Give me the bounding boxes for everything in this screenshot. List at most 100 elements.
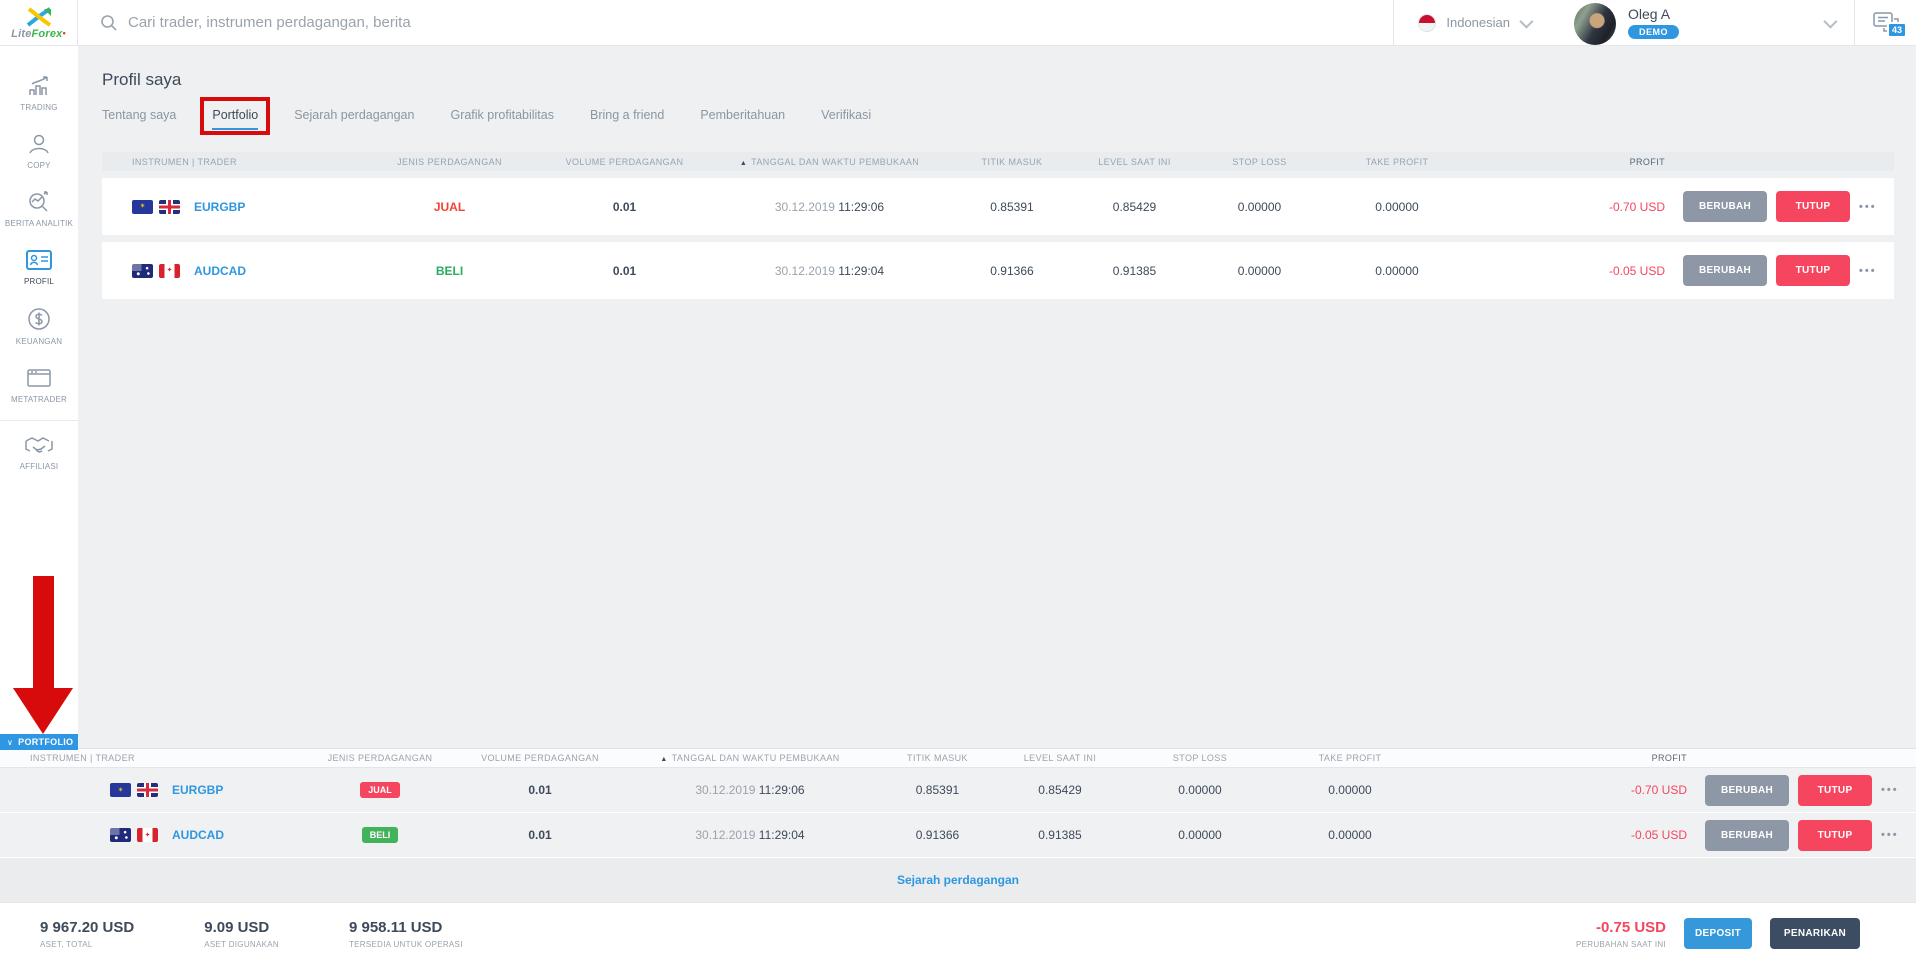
sidebar-item-label: TRADING [20, 103, 58, 112]
more-options-icon[interactable]: ••• [1881, 784, 1899, 796]
sidebar-item-profil[interactable]: PROFIL [0, 238, 78, 296]
edit-button[interactable]: BERUBAH [1705, 819, 1789, 851]
language-selector[interactable]: Indonesian [1393, 0, 1554, 45]
sidebar-item-label: KEUANGAN [15, 337, 63, 346]
take-profit-value: 0.00000 [1328, 783, 1372, 797]
current-price: 0.85429 [1112, 199, 1157, 214]
avatar [1574, 2, 1616, 45]
user-menu[interactable]: Oleg A DEMO [1554, 0, 1854, 45]
au-flag-icon [132, 263, 153, 278]
entry-price: 0.85391 [915, 783, 960, 797]
col-entry: TITIK MASUK [981, 156, 1043, 167]
topbar: LiteForex• Indonesian Oleg A DEMO [0, 0, 1916, 46]
profit-value: -0.05 USD [1608, 263, 1665, 278]
sidebar-item-label: COPY [27, 161, 51, 170]
liteforex-logo[interactable]: LiteForex• [0, 0, 78, 45]
portfolio-dock-toggle[interactable]: ∨ PORTFOLIO [0, 734, 78, 750]
tab-grafik-profitabilitas[interactable]: Grafik profitabilitas [450, 108, 554, 122]
trade-type: BELI [435, 263, 464, 278]
more-options-icon[interactable]: ••• [1859, 264, 1877, 277]
edit-button[interactable]: BERUBAH [1683, 255, 1767, 286]
close-button[interactable]: TUTUP [1776, 191, 1850, 222]
sidebar-item-trading[interactable]: TRADING [0, 64, 78, 122]
instrument-link[interactable]: AUDCAD [172, 828, 224, 842]
global-search [78, 0, 1393, 45]
notification-count-badge: 43 [1886, 22, 1907, 38]
gb-flag-icon [159, 199, 180, 214]
account-summary-bar: 9 967.20 USD ASET, TOTAL 9.09 USD ASET D… [0, 902, 1916, 964]
entry-price: 0.91366 [990, 263, 1034, 278]
tab-bring-a-friend[interactable]: Bring a friend [589, 108, 665, 122]
tab-sejarah-perdagangan[interactable]: Sejarah perdagangan [294, 108, 415, 122]
col-profit: PROFIT [1651, 753, 1687, 763]
table-header-row: INSTRUMEN | TRADER JENIS PERDAGANGAN VOL… [0, 749, 1916, 768]
trade-volume: 0.01 [612, 263, 637, 278]
edit-button[interactable]: BERUBAH [1705, 774, 1789, 806]
close-button[interactable]: TUTUP [1798, 774, 1872, 806]
col-entry: TITIK MASUK [907, 753, 968, 763]
table-row: ✶ EURGBP JUAL 0.01 30.12.2019 11:29:06 0… [0, 768, 1916, 813]
news-analytics-icon [29, 191, 48, 212]
logo-icon [26, 6, 51, 27]
more-options-icon[interactable]: ••• [1881, 829, 1899, 841]
instrument-link[interactable]: AUDCAD [194, 263, 246, 278]
close-button[interactable]: TUTUP [1776, 255, 1850, 286]
portfolio-dock-label: PORTFOLIO [18, 737, 74, 747]
col-stop-loss: STOP LOSS [1172, 753, 1228, 763]
dollar-icon [28, 308, 50, 330]
indonesia-flag-icon [1418, 13, 1437, 32]
profit-value: -0.70 USD [1608, 199, 1665, 214]
col-instrument: INSTRUMEN | TRADER [30, 753, 135, 763]
entry-price: 0.91366 [915, 828, 960, 842]
col-open-sorted[interactable]: ▲ TANGGAL DAN WAKTU PEMBUKAAN [739, 156, 920, 167]
trade-history-link[interactable]: Sejarah perdagangan [896, 873, 1020, 887]
sidebar-item-keuangan[interactable]: KEUANGAN [0, 296, 78, 356]
ca-flag-icon: ✦ [159, 263, 180, 278]
table-row: ✦ AUDCAD BELI 0.01 30.12.2019 11:29:04 0… [102, 242, 1894, 299]
sidebar-item-label: METATRADER [11, 395, 67, 404]
instrument-link[interactable]: EURGBP [194, 199, 246, 214]
sidebar-item-affiliasi[interactable]: AFFILIASI [0, 420, 78, 481]
tab-portfolio[interactable]: Portfolio [200, 97, 271, 135]
close-button[interactable]: TUTUP [1798, 819, 1872, 851]
stop-loss-value: 0.00000 [1178, 828, 1222, 842]
sidebar-item-copy[interactable]: COPY [0, 122, 78, 180]
col-stop-loss: STOP LOSS [1232, 156, 1287, 167]
notifications-button[interactable]: 43 [1854, 0, 1916, 45]
trade-volume: 0.01 [612, 199, 637, 214]
tab-pemberitahuan[interactable]: Pemberitahuan [700, 108, 786, 122]
sidebar-item-berita-analitik[interactable]: BERITA ANALITIK [0, 180, 78, 238]
user-name: Oleg A [1628, 6, 1671, 22]
trade-type-badge: BELI [361, 827, 399, 843]
table-header-row: INSTRUMEN | TRADER JENIS PERDAGANGAN VOL… [102, 152, 1894, 171]
portfolio-dock-panel: INSTRUMEN | TRADER JENIS PERDAGANGAN VOL… [0, 749, 1916, 902]
col-instrument: INSTRUMEN | TRADER [132, 156, 237, 167]
stop-loss-value: 0.00000 [1178, 783, 1222, 797]
trade-volume: 0.01 [528, 828, 552, 842]
ca-flag-icon: ✦ [137, 828, 158, 842]
tab-tentang-saya[interactable]: Tentang saya [102, 108, 177, 122]
available-for-operations: 9 958.11 USD TERSEDIA UNTUK OPERASI [348, 918, 463, 949]
instrument-link[interactable]: EURGBP [172, 783, 224, 797]
au-flag-icon [110, 828, 131, 842]
withdraw-button[interactable]: PENARIKAN [1770, 918, 1860, 949]
trade-type: JUAL [433, 199, 466, 214]
edit-button[interactable]: BERUBAH [1683, 191, 1767, 222]
col-take-profit: TAKE PROFIT [1365, 156, 1429, 167]
chart-icon [29, 76, 48, 95]
col-open-sorted[interactable]: ▲ TANGGAL DAN WAKTU PEMBUKAAN [660, 753, 840, 763]
take-profit-value: 0.00000 [1375, 263, 1419, 278]
more-options-icon[interactable]: ••• [1859, 200, 1877, 213]
search-input[interactable] [128, 14, 728, 31]
col-current: LEVEL SAAT INI [1098, 156, 1171, 167]
table-row: ✦ AUDCAD BELI 0.01 30.12.2019 11:29:04 0… [0, 813, 1916, 858]
sidebar-item-metatrader[interactable]: METATRADER [0, 356, 78, 414]
trade-volume: 0.01 [528, 783, 552, 797]
handshake-icon [25, 437, 53, 453]
history-link-band: Sejarah perdagangan [0, 858, 1916, 902]
tab-verifikasi[interactable]: Verifikasi [821, 108, 872, 122]
eu-flag-icon: ✶ [110, 783, 131, 797]
deposit-button[interactable]: DEPOSIT [1684, 918, 1752, 949]
stop-loss-value: 0.00000 [1237, 199, 1282, 214]
